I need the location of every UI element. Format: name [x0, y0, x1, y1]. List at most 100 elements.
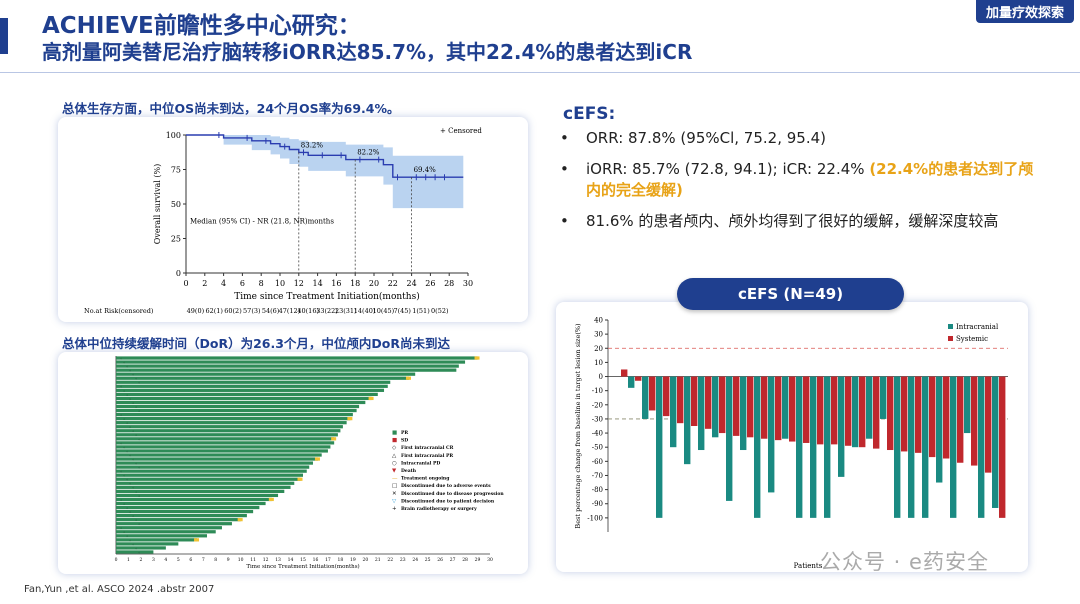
dor-ongoing-mark — [314, 457, 320, 461]
dor-pr-bar — [116, 477, 301, 481]
dor-x-tick-label: 14 — [288, 557, 294, 563]
dor-pr-bar — [116, 453, 322, 457]
dor-pr-bar — [116, 421, 347, 425]
dor-event-mark: ◦ — [129, 368, 131, 373]
wf-bar-intracranial — [768, 376, 775, 493]
dor-pr-bar — [116, 417, 351, 421]
dor-event-mark: ◦ — [123, 445, 125, 450]
dor-pr-bar — [116, 433, 338, 437]
bullet-dot-icon: • — [560, 129, 569, 147]
bullet-highlight: (22.4%的患者达到了颅内的完全缓解) — [586, 160, 1034, 199]
os-x-tick-label: 22 — [388, 279, 398, 288]
dor-legend-symbol-icon: ■ — [392, 438, 397, 444]
os-x-axis-title: Time since Treatment Initiation(months) — [234, 291, 419, 302]
slide-subtitle: 高剂量阿美替尼治疗脑转移iORR达85.7%，其中22.4%的患者达到iCR — [42, 40, 693, 64]
wf-bar-intracranial — [964, 376, 971, 434]
dor-event-mark: ◦ — [120, 497, 122, 502]
wf-bar-systemic — [677, 376, 684, 424]
dor-event-mark: ◦ — [129, 538, 131, 543]
dor-x-tick-label: 29 — [475, 557, 481, 563]
dor-x-tick-label: 28 — [462, 557, 468, 563]
wf-bar-systemic — [621, 369, 628, 377]
os-risk-value: 60(2) — [224, 307, 242, 315]
dor-pr-bar — [116, 372, 416, 376]
bullet-text: 81.6% 的患者颅内、颅外均得到了很好的缓解，缓解深度较高 — [586, 212, 999, 230]
dor-event-mark: ◦ — [132, 400, 134, 405]
wf-bar-systemic — [691, 376, 698, 426]
dor-pr-bar — [116, 501, 266, 506]
wf-bar-systemic — [733, 376, 740, 436]
waterfall-chart-card: 40 30 20 10 0 -10 -20 -30 -40 -50 -60 -70 -80 -90 -100… — [556, 302, 1028, 572]
os-risk-value: 33(22) — [316, 307, 338, 315]
os-x-tick-label: 20 — [369, 279, 379, 288]
os-x-tick-label: 8 — [259, 279, 264, 288]
wf-bar-systemic — [901, 376, 908, 452]
wf-bar-intracranial — [712, 376, 719, 438]
dor-pr-bar — [116, 550, 154, 554]
dor-event-mark: ◦ — [120, 356, 122, 361]
dor-x-tick-label: 21 — [375, 557, 381, 563]
dor-pr-bar — [116, 396, 372, 401]
wf-bar-intracranial — [684, 376, 691, 465]
dor-ongoing-mark — [237, 518, 243, 522]
wf-bar-intracranial — [796, 376, 803, 518]
wf-bar-intracranial — [698, 376, 705, 451]
os-ci-band — [186, 135, 464, 209]
wf-bar-systemic — [775, 376, 782, 441]
dor-event-mark: ◦ — [129, 509, 131, 514]
dor-legend-label: Discontinued due to patient decision — [401, 498, 495, 504]
wf-y-tick-label: -100 — [587, 514, 603, 522]
dor-pr-bar — [116, 542, 179, 546]
dor-legend-symbol-icon: + — [392, 506, 397, 512]
dor-legend-label: Discontinued due to adverse events — [401, 483, 491, 489]
os-risk-value: 62(1) — [205, 307, 223, 315]
dor-x-tick-label: 15 — [300, 557, 306, 563]
dor-x-tick-label: 22 — [387, 557, 393, 563]
wf-bar-systemic — [705, 376, 712, 429]
os-y-tick-label: 50 — [171, 200, 181, 209]
wf-bar-intracranial — [656, 376, 663, 518]
dor-pr-bar — [116, 441, 335, 445]
dor-pr-bar — [116, 497, 272, 502]
waterfall-chart: 40 30 20 10 0 -10 -20 -30 -40 -50 -60 -70 -80 -90 -100… — [574, 317, 1008, 570]
dor-event-mark: ◦ — [123, 473, 125, 478]
os-chart-card: 0 25 50 75 100 0 2 4 6 8 10 12 14 16 18 20 22 24 26 28 30 83.… — [58, 117, 528, 322]
dor-event-mark: ◦ — [126, 477, 128, 482]
dor-event-mark: ◦ — [135, 433, 137, 438]
wf-y-tick-label: -20 — [592, 401, 603, 409]
os-median-text: Median (95% CI) - NR (21.8, NR)months — [190, 217, 334, 225]
dor-legend-label: SD — [401, 438, 408, 444]
wf-y-tick-label: -40 — [592, 430, 603, 438]
dor-event-mark: ◦ — [132, 429, 134, 434]
os-risk-value: 54(6) — [262, 307, 280, 315]
dor-legend-symbol-icon: ▼ — [392, 468, 397, 474]
dor-x-tick-label: 30 — [487, 557, 493, 563]
dor-legend-symbol-icon: □ — [392, 483, 397, 489]
dor-pr-bar — [116, 408, 357, 413]
dor-ongoing-mark — [331, 437, 337, 441]
wf-bar-intracranial — [880, 376, 887, 419]
os-risk-label: No.at Risk(censored) — [84, 307, 154, 315]
dor-x-tick-label: 5 — [177, 557, 180, 563]
os-x-tick-label: 4 — [221, 279, 226, 288]
wf-bar-intracranial — [810, 376, 817, 518]
os-y-tick-label: 75 — [171, 166, 181, 175]
dor-event-mark: ◦ — [126, 505, 128, 510]
wf-bar-systemic — [747, 376, 754, 438]
dor-pr-bar — [116, 526, 222, 530]
os-risk-value: 47(12) — [279, 307, 301, 315]
dor-ongoing-mark — [268, 497, 274, 502]
dor-event-mark: ◦ — [138, 437, 140, 442]
dor-event-mark: ◦ — [132, 372, 134, 377]
dor-x-tick-label: 4 — [164, 557, 167, 563]
wf-y-tick-label: -30 — [592, 415, 603, 423]
cefs-bullets: • ORR: 87.8% (95%Cl, 75.2, 95.4) • iORR:… — [560, 128, 1040, 242]
dor-legend-symbol-icon: ◇ — [392, 445, 397, 451]
dor-x-tick-label: 2 — [139, 557, 142, 563]
os-risk-value: 49(0) — [187, 307, 205, 315]
os-x-tick-label: 0 — [183, 279, 188, 288]
dor-pr-bar — [116, 534, 208, 538]
wf-y-tick-label: 0 — [599, 373, 603, 381]
dor-event-mark: ◦ — [138, 493, 140, 498]
wf-y-tick-label: 10 — [594, 359, 603, 367]
